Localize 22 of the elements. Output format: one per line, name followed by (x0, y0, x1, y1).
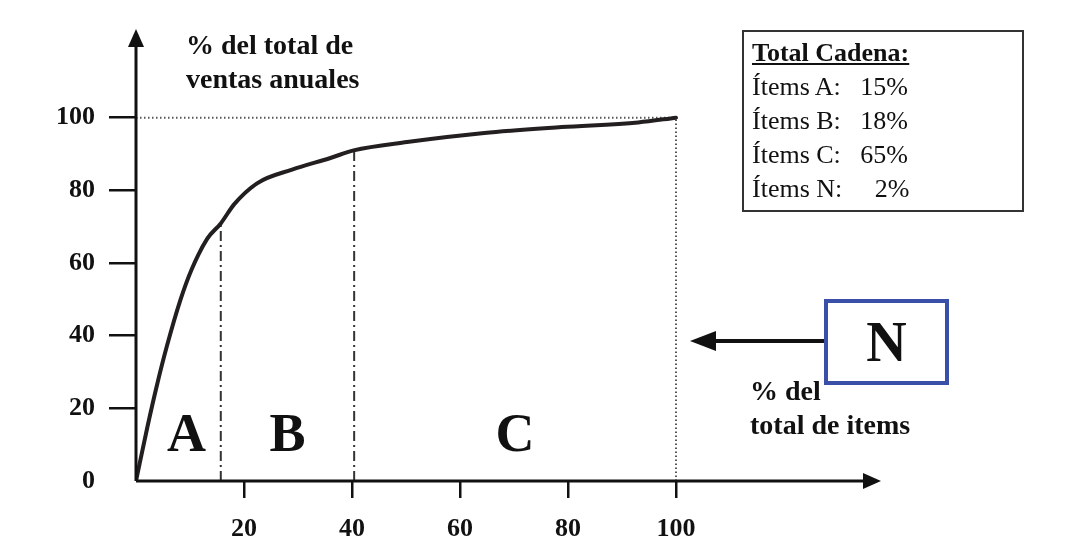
annotation: Ítems C: 65% (752, 139, 909, 171)
annotation: Total Cadena: (752, 37, 911, 69)
x-tick-label: 80 (555, 513, 581, 543)
y-tick-label: 80 (69, 174, 95, 204)
y-tick-label: 100 (56, 101, 95, 131)
x-tick-label: 20 (231, 513, 257, 543)
y-tick-label: 60 (69, 246, 95, 276)
annotation: A (166, 402, 206, 463)
y-tick-label: 40 (69, 319, 95, 349)
x-tick-label: 60 (447, 513, 473, 543)
x-tick-label: 100 (656, 513, 696, 543)
y-tick-label: 20 (69, 392, 95, 422)
line-series (136, 115, 678, 481)
y-axis-title: % del total de ventas anuales (186, 29, 360, 95)
annotation: Ítems A: 15% (752, 71, 909, 103)
annotation: C (495, 402, 535, 463)
letter-box: N (824, 299, 949, 386)
y-tick-label: 0 (82, 464, 95, 494)
annotation: Ítems N: 2% (752, 173, 911, 205)
annotation: B (269, 402, 306, 463)
annotation: Ítems B: 18% (752, 105, 909, 137)
x-tick-label: 40 (339, 513, 365, 543)
